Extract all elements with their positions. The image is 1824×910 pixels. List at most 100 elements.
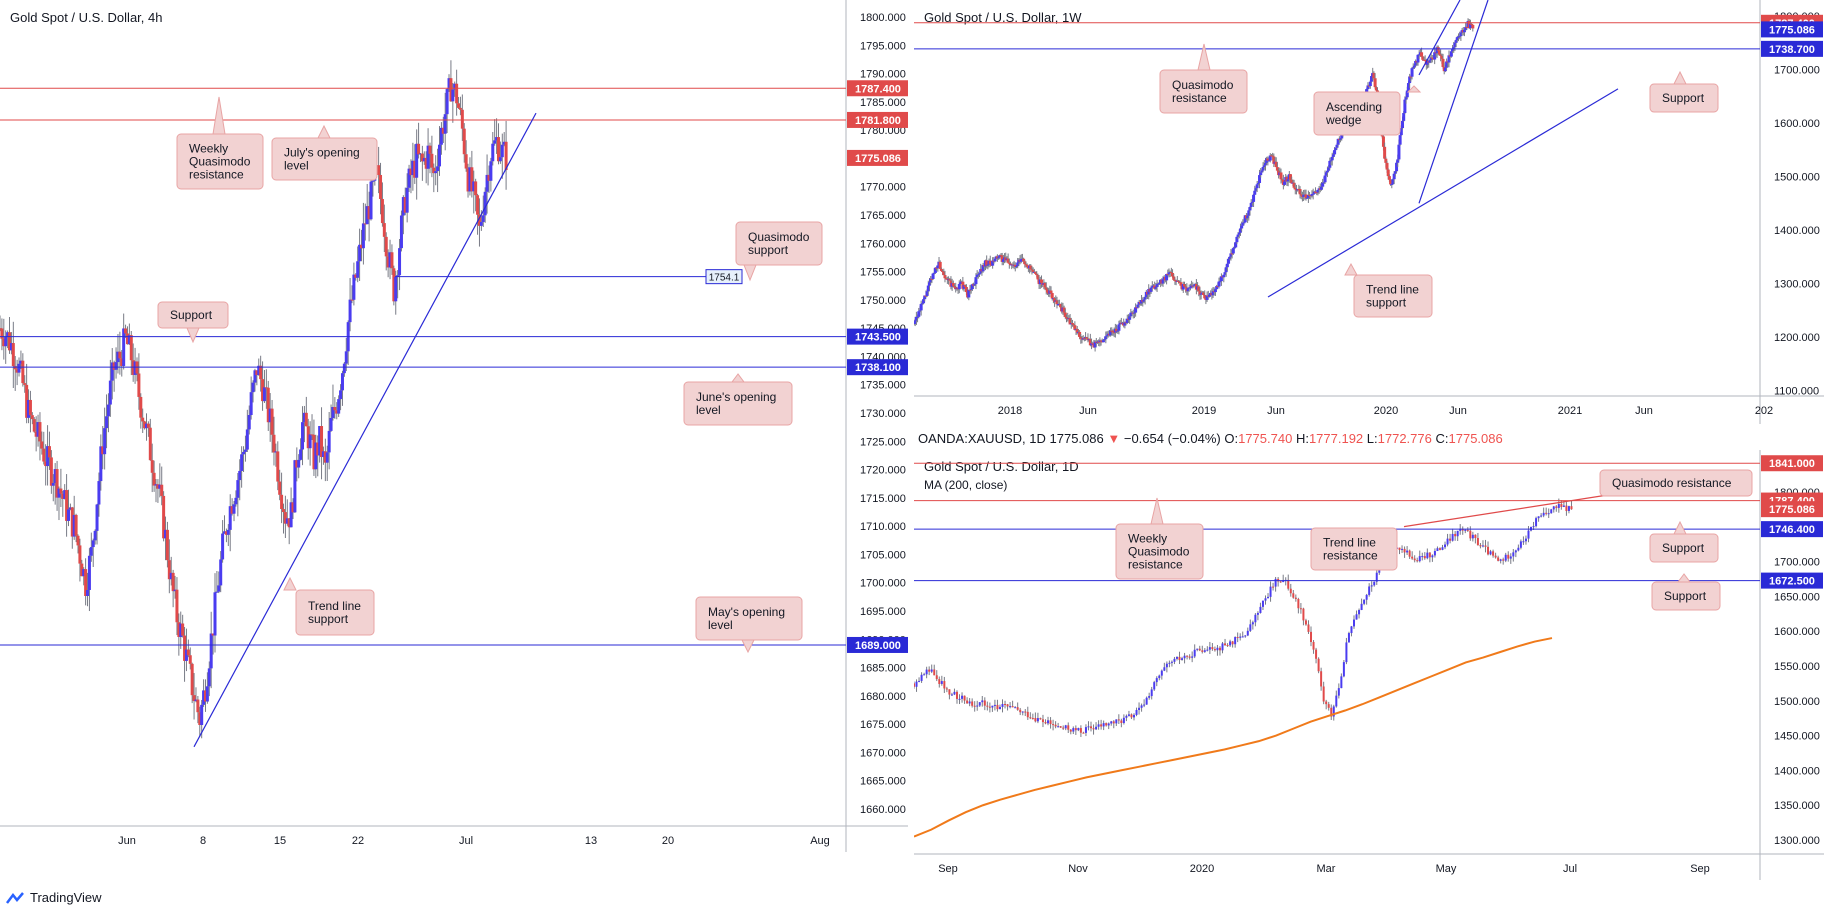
candle-body (1289, 174, 1293, 180)
candle-body (1423, 556, 1426, 559)
candle-body (466, 168, 470, 192)
x-tick-label: Jun (118, 835, 136, 847)
candle-body (1036, 718, 1039, 722)
candle-body (1186, 288, 1190, 292)
candle-body (1150, 689, 1153, 697)
candle-body (1319, 186, 1323, 190)
candle-body (1171, 273, 1175, 277)
candle-body (919, 303, 923, 311)
callout-text: resistance (1172, 91, 1227, 105)
candle-body (1437, 50, 1441, 55)
price-label: 1781.800 (855, 115, 901, 127)
price-label-bg (1761, 501, 1823, 518)
candle-body (213, 592, 217, 636)
callout-box (1649, 83, 1719, 113)
candle-body (1324, 172, 1328, 176)
candle-body (1128, 316, 1132, 320)
candle-body (1259, 606, 1262, 613)
candle-body (966, 700, 969, 704)
candle-body (1426, 552, 1429, 559)
candle-body (1006, 258, 1010, 263)
candle-body (1255, 184, 1259, 189)
callout-box (157, 301, 229, 329)
y-tick-label: 1755.000 (860, 267, 906, 279)
candle-body (36, 422, 40, 437)
chart-panel-4h[interactable]: Gold Spot / U.S. Dollar, 4h 1800.000 1795… (0, 0, 908, 852)
candle-body (1229, 253, 1233, 257)
candle-body (481, 215, 485, 222)
candle-body (1264, 598, 1267, 601)
candle-body (496, 137, 500, 162)
candle-body (1372, 72, 1376, 79)
candle-body (1310, 631, 1313, 642)
candle-body (192, 695, 196, 702)
candle-body (1125, 318, 1129, 323)
y-tick-label: 1780.000 (860, 125, 906, 137)
candle-body (1112, 332, 1116, 334)
candle-body (1133, 714, 1135, 718)
candle-body (1103, 339, 1107, 341)
chart-4h[interactable]: Gold Spot / U.S. Dollar, 4h 1800.000 1795… (0, 0, 908, 852)
candle-body (308, 434, 312, 449)
callout-box (1649, 533, 1719, 563)
candle-body (86, 589, 90, 596)
candle-body (1049, 290, 1053, 294)
candle-body (1360, 603, 1363, 611)
candle-body (1199, 293, 1203, 295)
candle-body (344, 351, 348, 364)
chart-panel-1d[interactable]: Gold Spot / U.S. Dollar, 1D MA (200, clo… (914, 450, 1824, 880)
candle-body (1077, 728, 1080, 731)
y-tick-label: 1705.000 (860, 549, 906, 561)
candle-body (145, 423, 149, 429)
candle-body (183, 635, 187, 661)
chart-1d[interactable]: Gold Spot / U.S. Dollar, 1D MA (200, clo… (914, 450, 1824, 880)
candle-body (1177, 280, 1181, 282)
candle-body (928, 669, 931, 672)
candle-body (1431, 555, 1434, 558)
candle-body (1224, 267, 1228, 273)
candle-body (1464, 26, 1468, 30)
candle-body (1079, 728, 1082, 733)
close-label: C: (1435, 431, 1449, 446)
candle-body (82, 569, 86, 577)
candle-body (1567, 506, 1570, 511)
candle-body (40, 441, 44, 449)
candle-body (973, 284, 977, 286)
candle-body (8, 332, 12, 351)
candle-body (1155, 678, 1158, 683)
candle-body (942, 271, 946, 276)
candle-body (1224, 643, 1227, 646)
candle-body (1468, 23, 1472, 29)
candle-body (247, 415, 251, 430)
candle-body (933, 669, 936, 676)
candle-body (1104, 336, 1108, 340)
candle-body (198, 712, 202, 725)
candle-body (1404, 97, 1408, 100)
candle-body (1182, 284, 1186, 287)
candle-body (1116, 330, 1120, 332)
candle-body (915, 681, 918, 687)
candle-body (1044, 722, 1047, 724)
candle-body (443, 114, 447, 134)
candle-body (255, 370, 259, 376)
candle-body (1293, 187, 1297, 190)
price-label: 1743.500 (855, 332, 901, 344)
candle-body (1234, 637, 1237, 645)
candle-body (1238, 228, 1242, 233)
candle-body (301, 422, 305, 450)
tradingview-logo[interactable]: TradingView (6, 890, 102, 905)
y-tick-label: 1695.000 (860, 606, 906, 618)
candle-body (1218, 647, 1221, 651)
candle-body (358, 244, 362, 262)
candle-body (27, 399, 31, 418)
candle-body (175, 589, 179, 623)
candle-body (1282, 580, 1285, 583)
candle-body (1062, 307, 1066, 313)
candle-body (1451, 48, 1455, 52)
candle-body (1373, 78, 1377, 88)
candle-body (1211, 291, 1215, 296)
candle-body (1550, 509, 1553, 514)
y-tick-label: 1715.000 (860, 493, 906, 505)
chart-1w[interactable]: Gold Spot / U.S. Dollar, 1W 1800.0001700… (914, 0, 1824, 424)
chart-panel-1w[interactable]: Gold Spot / U.S. Dollar, 1W 1800.0001700… (914, 0, 1824, 424)
